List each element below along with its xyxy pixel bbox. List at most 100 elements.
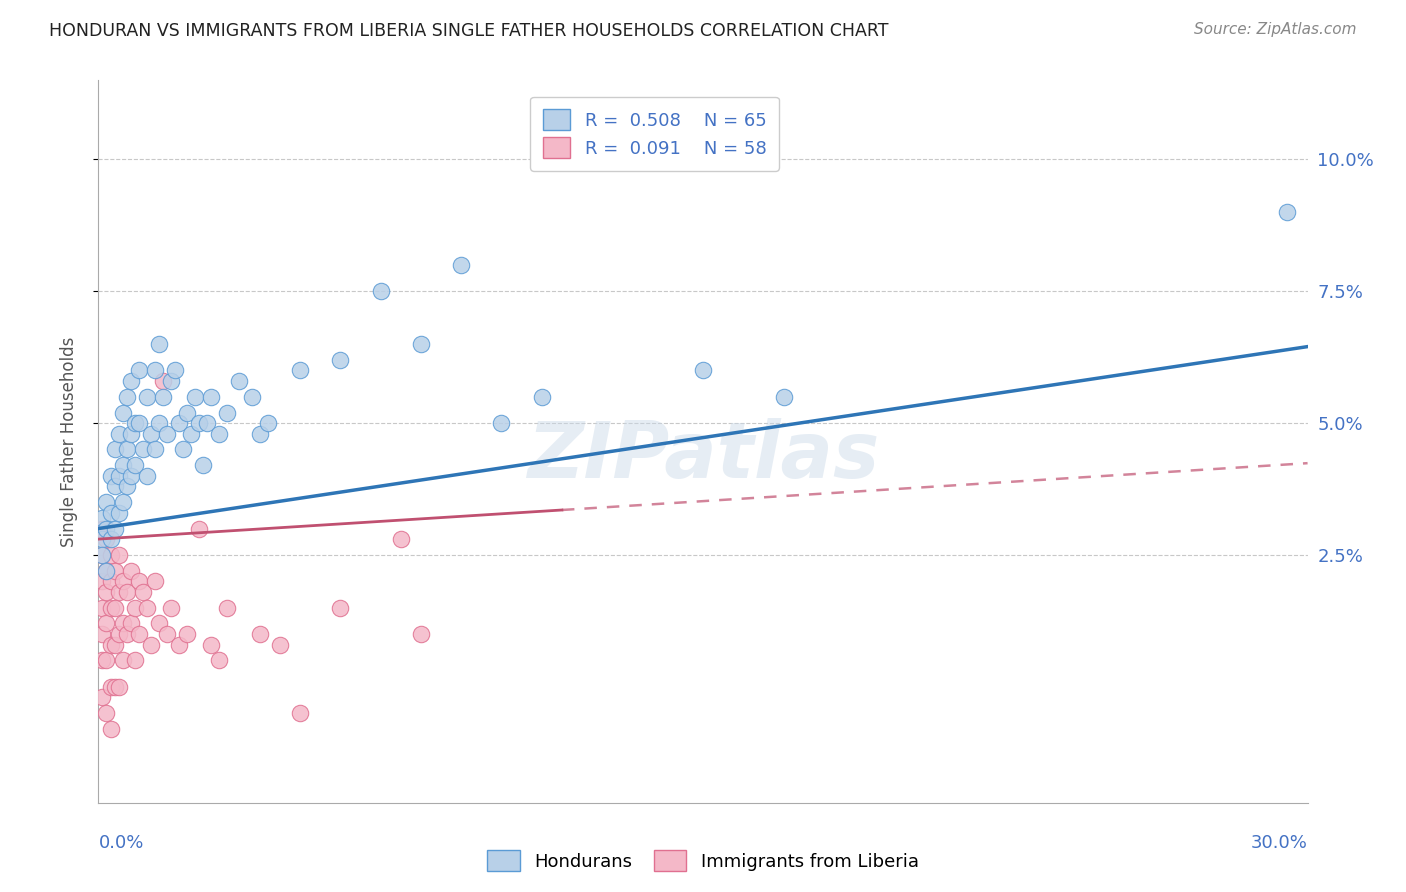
Point [124,416,146,430]
Point [103,442,125,457]
Point [148,337,170,351]
Point [100,506,122,520]
Point [103,600,125,615]
Point [91,511,114,525]
Point [329,352,352,367]
Point [120,468,142,483]
Point [128,363,150,377]
Point [228,374,250,388]
Point [96,522,118,536]
Point [156,426,179,441]
Point [249,627,271,641]
Point [139,638,162,652]
Point [772,390,794,404]
Point [152,390,174,404]
Point [96,616,118,631]
Point [91,600,114,615]
Point [124,600,146,615]
Point [180,426,202,441]
Point [176,405,198,419]
Point [148,416,170,430]
Point [100,600,122,615]
Y-axis label: Single Father Households: Single Father Households [59,336,77,547]
Point [156,627,179,641]
Point [163,363,186,377]
Point [107,585,129,599]
Point [240,390,263,404]
Point [167,416,190,430]
Point [167,638,190,652]
Point [132,442,155,457]
Point [249,426,271,441]
Point [100,532,122,546]
Point [111,616,134,631]
Point [100,468,122,483]
Point [107,627,129,641]
Point [91,574,114,589]
Point [128,574,150,589]
Point [111,653,134,667]
Point [128,416,150,430]
Point [128,627,150,641]
Point [208,426,231,441]
Point [100,574,122,589]
Point [188,416,211,430]
Point [96,495,118,509]
Point [176,627,198,641]
Point [195,416,218,430]
Point [107,468,129,483]
Point [120,426,142,441]
Point [148,616,170,631]
Point [409,337,432,351]
Point [91,653,114,667]
Point [135,600,157,615]
Point [124,458,146,473]
Point [491,416,513,430]
Point [107,548,129,562]
Point [143,574,166,589]
Legend: Hondurans, Immigrants from Liberia: Hondurans, Immigrants from Liberia [479,843,927,879]
Point [115,585,138,599]
Point [329,600,352,615]
Point [120,616,142,631]
Point [96,653,118,667]
Point [135,468,157,483]
Point [188,522,211,536]
Text: 0.0%: 0.0% [98,834,143,853]
Point [217,600,239,615]
Point [530,390,553,404]
Point [172,442,194,457]
Point [115,627,138,641]
Point [120,564,142,578]
Point [208,653,231,667]
Point [100,680,122,694]
Point [96,532,118,546]
Point [389,532,412,546]
Point [103,564,125,578]
Point [115,479,138,493]
Point [139,426,162,441]
Point [370,284,392,298]
Point [103,638,125,652]
Point [96,585,118,599]
Point [193,458,215,473]
Point [111,495,134,509]
Point [450,258,472,272]
Point [107,680,129,694]
Point [217,405,239,419]
Point [91,548,114,562]
Point [256,416,278,430]
Point [91,522,114,536]
Point [100,638,122,652]
Point [103,479,125,493]
Point [107,506,129,520]
Point [115,390,138,404]
Point [120,374,142,388]
Point [91,548,114,562]
Point [111,405,134,419]
Point [143,363,166,377]
Point [100,722,122,736]
Point [692,363,714,377]
Text: HONDURAN VS IMMIGRANTS FROM LIBERIA SINGLE FATHER HOUSEHOLDS CORRELATION CHART: HONDURAN VS IMMIGRANTS FROM LIBERIA SING… [49,22,889,40]
Point [184,390,207,404]
